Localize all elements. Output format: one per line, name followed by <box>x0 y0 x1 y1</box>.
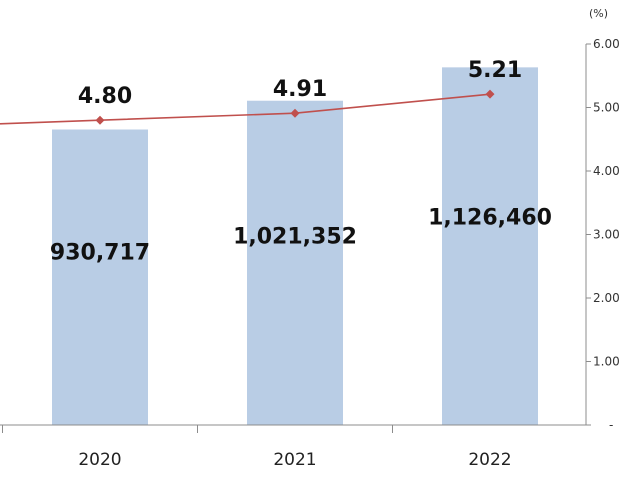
bar-2022 <box>442 67 538 426</box>
line-value-label: 4.80 <box>78 84 132 109</box>
bars-layer <box>52 67 538 426</box>
right-axis-tick-label: 1.00 <box>593 355 620 369</box>
bar-value-label: 1,021,352 <box>233 224 357 249</box>
line-series-layer <box>0 89 495 125</box>
line-value-label: 5.21 <box>468 58 522 83</box>
right-axis-tick-label: 3.00 <box>593 228 620 242</box>
bar-value-label: 1,126,460 <box>428 206 552 231</box>
right-axis-ticks: - 1.00 2.00 3.00 4.00 5.00 6.00 <box>586 37 620 432</box>
right-axis-tick-label: - <box>609 418 613 432</box>
right-axis-tick-label: 2.00 <box>593 291 620 305</box>
category-label-2020: 2020 <box>78 450 121 470</box>
line-value-label: 4.91 <box>273 77 327 102</box>
line-point-2020 <box>95 115 105 125</box>
category-label-2022: 2022 <box>468 450 511 470</box>
bar-value-label: 930,717 <box>50 241 150 266</box>
line-series-path <box>0 93 491 125</box>
data-labels-layer: 930,717 1,021,352 1,126,460 4.80 4.91 5.21 <box>50 58 552 265</box>
right-axis-tick-label: 6.00 <box>593 37 620 51</box>
right-axis-tick-label: 5.00 <box>593 101 620 115</box>
line-point-2021 <box>290 108 300 118</box>
line-point-2022 <box>485 89 495 99</box>
category-label-2021: 2021 <box>273 450 316 470</box>
bar-2021 <box>247 100 343 426</box>
bar-2020 <box>52 129 148 425</box>
category-labels: 2020 2021 2022 <box>78 450 511 470</box>
right-axis-unit-label: (%) <box>589 7 608 20</box>
right-axis-tick-label: 4.00 <box>593 164 620 178</box>
